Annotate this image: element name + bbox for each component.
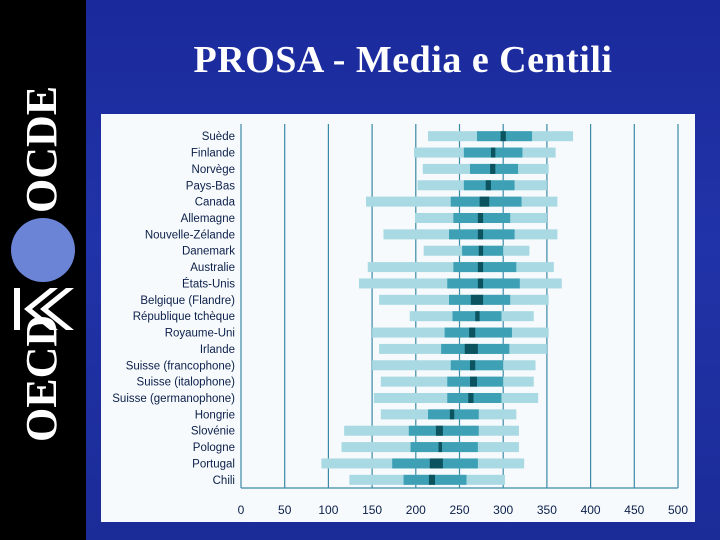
x-tick-label: 200 — [406, 503, 426, 517]
bar-mean-ci — [478, 245, 484, 256]
percentile-chart: Suède Finlande Norvège Pays-Bas Canada Allema… — [112, 124, 688, 517]
bar-mean-ci — [477, 262, 484, 273]
chart-panel: Suède Finlande Norvège Pays-Bas Canada Allema… — [101, 114, 695, 522]
bar-mean-ci — [469, 360, 476, 371]
bar-mean-ci — [449, 409, 455, 420]
bar-mean-ci — [470, 294, 484, 305]
x-tick-label: 400 — [581, 503, 601, 517]
bar-mean-ci — [477, 213, 484, 223]
logo-word-ocde: OCDE — [17, 86, 66, 213]
x-tick-label: 500 — [668, 503, 688, 517]
category-label: États-Unis — [182, 277, 235, 290]
bar-mean-ci — [464, 343, 478, 354]
oecd-logo: OCDE OECD — [11, 86, 75, 442]
category-label: Canada — [195, 197, 236, 209]
category-label: Pays-Bas — [186, 180, 235, 192]
x-tick-label: 0 — [238, 503, 245, 517]
category-label: Suisse (germanophone) — [112, 393, 235, 405]
category-label: Portugal — [192, 458, 235, 470]
bar-mean-ci — [477, 278, 484, 289]
x-tick-label: 450 — [624, 503, 644, 517]
bar-p25-p75 — [453, 262, 517, 273]
bar-p25-p75 — [447, 393, 502, 403]
category-label: Norvège — [192, 164, 235, 176]
category-label: Finlande — [191, 148, 235, 160]
category-label: Royaume-Uni — [165, 328, 235, 340]
bar-mean-ci — [438, 442, 443, 453]
bar-p25-p75 — [408, 425, 479, 436]
bar-mean-ci — [428, 474, 436, 485]
category-label: Suède — [202, 131, 235, 143]
bar-mean-ci — [429, 458, 443, 469]
category-label: Australie — [190, 262, 235, 274]
bar-mean-ci — [500, 131, 506, 142]
category-label: Suisse (francophone) — [126, 360, 235, 372]
category-label: Slovénie — [191, 426, 235, 438]
x-tick-label: 300 — [493, 503, 513, 517]
category-label: Pologne — [193, 442, 235, 454]
category-label: Allemagne — [181, 213, 235, 225]
bar-mean-ci — [469, 327, 476, 338]
category-label: République tchèque — [133, 311, 235, 323]
logo-chevron-icon — [14, 288, 74, 330]
category-label: Belgique (Flandre) — [140, 295, 235, 307]
bar-mean-ci — [490, 147, 496, 158]
bar-mean-ci — [475, 311, 480, 322]
bar-mean-ci — [468, 393, 474, 403]
x-tick-label: 100 — [318, 503, 338, 517]
bar-mean-ci — [485, 180, 491, 191]
x-tick-label: 250 — [449, 503, 469, 517]
category-label: Nouvelle-Zélande — [145, 229, 235, 241]
bar-mean-ci — [477, 229, 484, 240]
category-label: Hongrie — [195, 409, 235, 421]
category-label: Irlande — [200, 344, 235, 356]
x-tick-label: 350 — [537, 503, 557, 517]
bar-mean-ci — [469, 376, 477, 387]
category-label: Suisse (italophone) — [137, 377, 236, 389]
logo-disc — [11, 218, 75, 282]
bar-mean-ci — [435, 425, 443, 436]
bar-mean-ci — [490, 163, 496, 174]
x-tick-label: 150 — [362, 503, 382, 517]
bar-p25-p75 — [450, 360, 504, 371]
category-label: Danemark — [182, 246, 235, 258]
category-label: Chili — [213, 475, 235, 487]
x-tick-label: 50 — [278, 503, 292, 517]
page-title: PROSA - Media e Centili — [193, 39, 613, 81]
bar-mean-ci — [479, 196, 490, 207]
bar-p25-p75 — [410, 442, 478, 453]
logo-word-oecd: OECD — [17, 315, 66, 442]
bar-p25-p75 — [447, 278, 520, 289]
bar-p25-p75 — [444, 327, 512, 338]
